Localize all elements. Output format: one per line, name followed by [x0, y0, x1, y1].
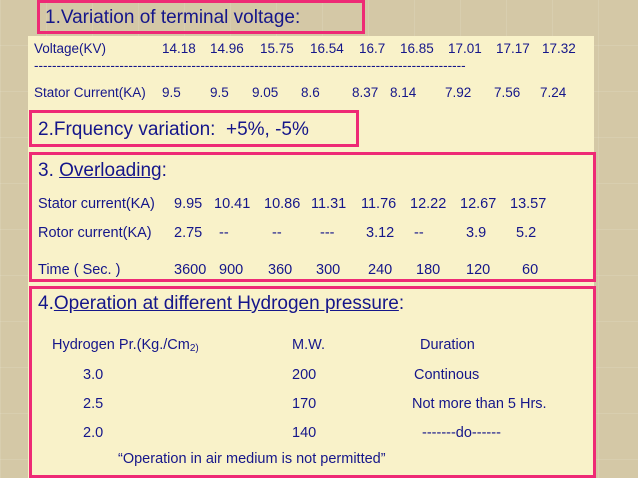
hydrogen-heading-prefix: 4. [38, 293, 54, 314]
time-value: 180 [416, 262, 441, 278]
time-value: 900 [219, 262, 244, 278]
stator-current-overload-label: Stator current(KA) [38, 196, 155, 212]
rotor-current-value: 3.12 [366, 225, 395, 241]
header-pressure-label: Hydrogen Pr.(Kg./Cm [52, 337, 190, 353]
rotor-current-value: 5.2 [516, 225, 537, 241]
stator-current-value: 9.5 [162, 85, 181, 100]
section-3-box [29, 152, 596, 282]
stator-current-value: 7.56 [494, 85, 521, 100]
row-duration: -------do------ [422, 425, 501, 441]
voltage-value: 16.7 [359, 41, 386, 56]
stator-current-value: 8.14 [390, 85, 417, 100]
stator-current-label: Stator Current(KA) [34, 85, 146, 100]
section-1-title: 1.Variation of terminal voltage: [45, 7, 301, 28]
stator-overload-value: 12.22 [410, 196, 447, 212]
voltage-value: 16.54 [310, 41, 344, 56]
overloading-heading: 3. Overloading: [38, 160, 167, 182]
stator-overload-value: 13.57 [510, 196, 547, 212]
stator-current-value: 8.6 [301, 85, 320, 100]
row-mw: 140 [292, 425, 317, 441]
header-pressure-subscript: 2) [189, 343, 199, 354]
stator-overload-value: 11.31 [311, 196, 347, 212]
row-pressure: 2.5 [83, 396, 104, 412]
row-pressure: 3.0 [83, 367, 104, 383]
frequency-variation-text: 2.Frquency variation: +5%, -5% [38, 119, 309, 140]
time-value: 60 [522, 262, 539, 278]
row-mw: 200 [292, 367, 317, 383]
stator-current-value: 8.37 [352, 85, 379, 100]
voltage-label: Voltage(KV) [34, 41, 107, 56]
hydrogen-heading-suffix: : [398, 293, 405, 314]
header-duration: Duration [420, 337, 475, 353]
overloading-title: Overloading [59, 160, 162, 181]
row-duration: Not more than 5 Hrs. [412, 396, 547, 412]
rotor-current-value: -- [414, 225, 424, 241]
stator-overload-value: 10.41 [214, 196, 251, 212]
voltage-value: 17.32 [542, 41, 576, 56]
row-mw: 170 [292, 396, 317, 412]
stator-overload-value: 12.67 [460, 196, 497, 212]
rotor-current-value: -- [272, 225, 282, 241]
stator-overload-value: 10.86 [264, 196, 301, 212]
stator-overload-value: 9.95 [174, 196, 203, 212]
time-value: 360 [268, 262, 293, 278]
air-medium-note: “Operation in air medium is not permitte… [118, 451, 386, 467]
voltage-value: 17.01 [448, 41, 482, 56]
voltage-value: 17.17 [496, 41, 530, 56]
rotor-current-value: 2.75 [174, 225, 203, 241]
time-value: 240 [368, 262, 393, 278]
stator-current-value: 9.5 [210, 85, 229, 100]
divider-dashes: ----------------------------------------… [34, 58, 466, 73]
section-2-box [29, 110, 359, 147]
rotor-current-value: 3.9 [466, 225, 487, 241]
header-mw: M.W. [292, 337, 326, 353]
voltage-value: 16.85 [400, 41, 434, 56]
time-value: 3600 [174, 262, 207, 278]
section-4-box [29, 286, 596, 478]
section-1-title-box [37, 0, 365, 34]
stator-current-value: 9.05 [252, 85, 279, 100]
stator-current-value: 7.24 [540, 85, 567, 100]
stator-overload-value: 11.76 [361, 196, 397, 212]
time-value: 300 [316, 262, 341, 278]
hydrogen-heading-title: Operation at different Hydrogen pressure [53, 293, 399, 314]
row-pressure: 2.0 [83, 425, 104, 441]
overloading-prefix: 3. [38, 160, 60, 181]
stator-current-value: 7.92 [445, 85, 472, 100]
row-duration: Continous [414, 367, 480, 383]
content-panel [28, 36, 594, 478]
rotor-current-label: Rotor current(KA) [38, 225, 152, 241]
rotor-current-value: --- [320, 225, 335, 241]
rotor-current-value: -- [219, 225, 229, 241]
voltage-value: 14.96 [210, 41, 244, 56]
hydrogen-pressure-heading: 4.Operation at different Hydrogen pressu… [38, 293, 404, 315]
voltage-value: 14.18 [162, 41, 196, 56]
voltage-value: 15.75 [260, 41, 294, 56]
overloading-suffix: : [161, 160, 167, 181]
header-hydrogen-pressure: Hydrogen Pr.(Kg./Cm2) [52, 337, 199, 354]
time-label: Time ( Sec. ) [38, 262, 121, 278]
time-value: 120 [466, 262, 491, 278]
